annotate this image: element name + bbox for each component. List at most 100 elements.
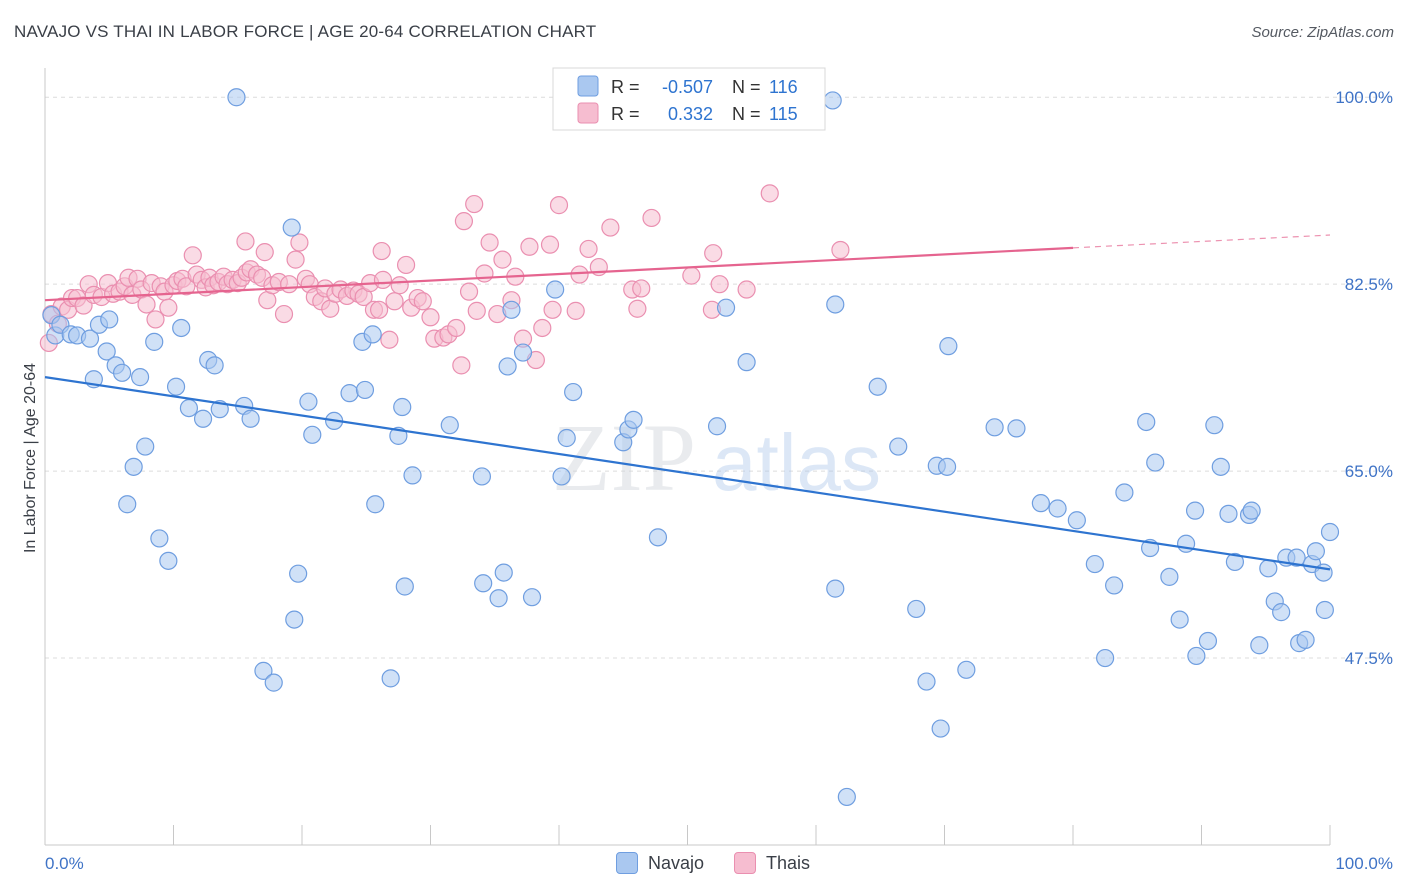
y-tick-labels: 47.5% 65.0% 82.5% 100.0% [1335,88,1393,668]
thai-point [421,308,440,327]
navajo-point [264,673,283,692]
navajo-point [837,787,856,807]
navajo-point [1160,567,1179,586]
navajo-trend-line [44,376,1331,571]
y-tick-label: 47.5% [1345,649,1393,668]
navajo-point [150,529,169,548]
bottom-legend-navajo: Navajo [616,852,704,874]
navajo-point [440,416,459,435]
thai-point [540,235,560,254]
navajo-point [737,353,756,372]
navajo-point [472,467,491,486]
grid-lines [45,96,1392,659]
navajo-point [1096,648,1115,668]
navajo-point [1105,576,1124,595]
navajo-point [931,719,950,738]
navajo-point [826,579,845,598]
navajo-point [1259,559,1278,578]
navajo-point [552,467,571,486]
thai-point [255,243,274,262]
navajo-point [917,672,936,691]
navajo-point [1085,554,1104,574]
thai-point [642,208,661,228]
thai-point [475,264,494,283]
navajo-point [340,384,359,403]
navajo-point [1205,416,1224,435]
navajo-point [227,88,246,107]
thai-point [682,266,701,285]
navajo-point [299,392,318,411]
thai-point [286,250,305,269]
thai-point [159,298,178,317]
navajo-point [1225,552,1245,572]
navajo-point [937,457,957,476]
bottom-legend-thai: Thais [734,852,810,874]
navajo-point [159,551,178,570]
navajo-point [130,368,150,387]
thai-trend-extension [1072,234,1331,249]
navajo-point [489,589,508,608]
navajo-point [1187,646,1206,666]
navajo-point [355,380,375,400]
thai-point [704,244,723,263]
navajo-point [907,599,926,619]
legend-thai-r-label: R = [611,104,640,124]
legend-thai-swatch [577,102,599,124]
navajo-point [648,528,668,547]
navajo-point [1198,631,1218,651]
thai-point [146,310,165,329]
navajo-point [624,410,643,429]
navajo-point [118,495,137,514]
navajo-point [1306,542,1325,561]
watermark-zip: ZIP [552,404,696,511]
navajo-point [985,418,1004,437]
legend-navajo-r: -0.507 [662,77,713,97]
navajo-point [1067,511,1086,530]
thai-point [710,275,729,294]
navajo-point [381,669,400,688]
thai-point [413,292,432,311]
navajo-point [522,588,542,607]
thai-point [280,275,299,294]
thai-point [373,270,393,289]
navajo-point [889,437,908,456]
navajo-point [289,564,308,583]
navajo-point [1185,501,1205,520]
navajo-point [124,457,143,476]
x-tick-label: 100.0% [1335,854,1393,873]
navajo-point [1211,457,1230,476]
legend-navajo-swatch [577,75,599,97]
thai-point [760,184,779,203]
navajo-point [1242,501,1261,520]
navajo-point [1315,600,1334,620]
thai-point [467,301,486,320]
thai-point [447,318,466,338]
navajo-point [363,325,382,344]
navajo-point [112,363,132,382]
watermark-atlas: atlas [712,418,881,507]
navajo-point [241,409,260,428]
thai-point [520,237,539,256]
navajo-point [282,218,301,237]
thai-point [370,300,389,319]
navajo-point [564,382,583,402]
navajo-point [172,318,191,338]
trend-lines [44,234,1331,571]
navajo-point [145,332,164,351]
navajo-point [494,563,513,582]
thai-point [570,265,589,284]
navajo-point [100,310,119,329]
thai-point [480,233,499,252]
navajo-point [393,397,412,417]
navajo-point [1320,522,1340,542]
navajo-point [1031,494,1050,513]
navajo-point [1219,504,1238,523]
navajo-point [366,495,385,514]
thai-point [831,240,850,260]
navajo-point [303,425,322,444]
navajo-point [502,300,521,319]
navajo-point [179,398,199,418]
thai-point [465,194,484,214]
axes [44,68,1331,846]
